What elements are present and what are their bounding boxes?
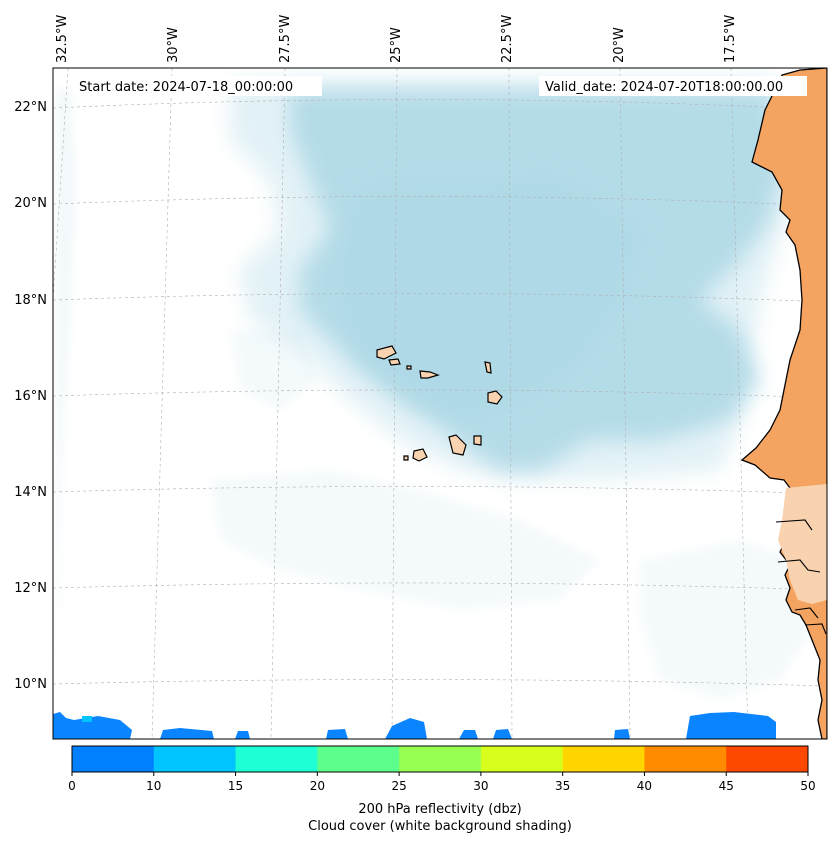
lon-label: 25°W bbox=[389, 27, 404, 63]
colorbar-tick-label: 35 bbox=[555, 779, 570, 793]
lat-label: 22°N bbox=[14, 100, 47, 115]
lat-label: 18°N bbox=[14, 293, 47, 308]
lon-label: 20°W bbox=[612, 27, 627, 63]
african-coast bbox=[740, 68, 827, 739]
start-date-box bbox=[74, 76, 322, 96]
lon-label: 30°W bbox=[166, 27, 181, 63]
map-frame bbox=[52, 67, 828, 740]
valid-date-box bbox=[539, 76, 807, 96]
longitude-labels: 32.5°W 30°W 27.5°W 25°W 22.5°W 20°W 17.5… bbox=[55, 15, 738, 63]
lat-label: 14°N bbox=[14, 485, 47, 500]
cape-verde-islands bbox=[376, 345, 503, 462]
reflectivity-patches bbox=[53, 712, 776, 739]
colorbar-swatch bbox=[153, 746, 237, 772]
colorbar: 0 10 15 20 25 30 35 40 45 50 200 hPa reflectivity… bbox=[68, 745, 816, 834]
colorbar-tick-label: 25 bbox=[391, 779, 406, 793]
colorbar-label-line2: Cloud cover (white background shading) bbox=[308, 819, 572, 834]
lat-label: 12°N bbox=[14, 581, 47, 596]
colorbar-swatch bbox=[72, 746, 155, 772]
lat-label: 16°N bbox=[14, 389, 47, 404]
colorbar-swatch bbox=[317, 746, 400, 772]
colorbar-swatch bbox=[644, 746, 727, 772]
colorbar-tick-label: 20 bbox=[310, 779, 325, 793]
colorbar-tick-label: 45 bbox=[719, 779, 734, 793]
valid-date-label: Valid_date: 2024-07-20T18:00:00.00 bbox=[545, 80, 783, 95]
lon-label: 17.5°W bbox=[723, 15, 738, 63]
lat-label: 20°N bbox=[14, 196, 47, 211]
latitude-labels: 22°N 20°N 18°N 16°N 14°N 12°N 10°N bbox=[14, 100, 47, 692]
colorbar-swatch bbox=[562, 746, 645, 772]
colorbar-swatch bbox=[480, 746, 564, 772]
lon-label: 27.5°W bbox=[278, 15, 293, 63]
graticule bbox=[53, 68, 827, 739]
colorbar-frame bbox=[71, 745, 809, 773]
lon-label: 32.5°W bbox=[55, 15, 70, 63]
lon-label: 22.5°W bbox=[500, 15, 515, 63]
colorbar-tick-label: 0 bbox=[68, 779, 76, 793]
colorbar-tick-label: 40 bbox=[637, 779, 652, 793]
colorbar-tick-label: 10 bbox=[146, 779, 161, 793]
colorbar-swatch bbox=[726, 746, 809, 772]
colorbar-swatch bbox=[235, 746, 318, 772]
colorbar-tick-label: 30 bbox=[473, 779, 488, 793]
colorbar-swatch bbox=[399, 746, 482, 772]
colorbar-tick-label: 50 bbox=[800, 779, 815, 793]
start-date-label: Start date: 2024-07-18_00:00:00 bbox=[79, 80, 293, 95]
lat-label: 10°N bbox=[14, 677, 47, 692]
colorbar-label-line1: 200 hPa reflectivity (dbz) bbox=[358, 802, 521, 817]
colorbar-tick-label: 15 bbox=[228, 779, 243, 793]
